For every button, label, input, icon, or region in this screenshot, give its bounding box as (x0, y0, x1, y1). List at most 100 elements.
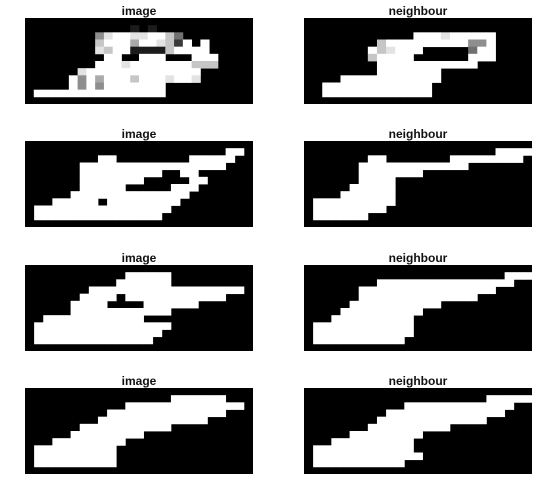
pixel (88, 445, 99, 453)
pixel (116, 431, 126, 439)
pixel (198, 395, 208, 403)
pixel (88, 293, 99, 302)
pixel (234, 402, 245, 410)
pixel (121, 32, 131, 40)
pixel (70, 445, 81, 453)
pixel (367, 336, 378, 345)
pixel (449, 293, 460, 302)
pixel (367, 322, 378, 330)
pixel (376, 445, 387, 453)
pixel (198, 176, 208, 185)
pixel (34, 322, 44, 330)
pixel (367, 89, 378, 98)
pixel (386, 279, 396, 287)
pixel (395, 279, 405, 287)
pixel (107, 336, 117, 345)
pixel (52, 322, 62, 330)
pixel (358, 438, 369, 446)
pixel (216, 395, 227, 403)
pixel (413, 416, 423, 425)
pixel (88, 162, 99, 171)
pixel (107, 329, 117, 338)
pixel (349, 191, 360, 199)
pixel (88, 286, 99, 295)
pixel (112, 89, 122, 98)
pixel (468, 39, 478, 48)
pixel (116, 279, 126, 287)
pixel (79, 191, 90, 199)
pixel (234, 286, 245, 295)
pixel (70, 205, 81, 214)
pixel (152, 423, 163, 432)
pixel (376, 438, 387, 446)
pixel (404, 308, 414, 316)
pixel (340, 336, 350, 345)
pixel (331, 329, 341, 338)
pixel (112, 46, 122, 55)
pixel (413, 89, 423, 98)
pixel (395, 75, 405, 83)
pixel (152, 162, 163, 171)
pixel (358, 191, 369, 199)
pixel (404, 315, 414, 323)
pixel (161, 416, 172, 425)
pixel (386, 431, 396, 439)
pixel (43, 445, 53, 453)
pixel (376, 459, 387, 468)
pixel (147, 32, 157, 40)
pixel (125, 322, 135, 330)
pixel (376, 155, 387, 163)
pixel (170, 198, 181, 206)
pixel (440, 61, 451, 69)
pixel (440, 162, 451, 171)
pixel (495, 395, 506, 403)
pixel (86, 89, 96, 98)
pixel (88, 431, 99, 439)
pixel (189, 169, 199, 178)
pixel (522, 395, 532, 403)
pixel (134, 329, 144, 338)
pixel (404, 452, 414, 461)
pixel (116, 329, 126, 338)
pixel (322, 89, 332, 98)
pixel (77, 82, 87, 91)
pixel (161, 300, 172, 309)
pixel (61, 322, 71, 330)
pixel (88, 315, 99, 323)
pixel (386, 409, 396, 418)
pixel (386, 184, 396, 192)
pixel (134, 423, 144, 432)
pixel (504, 155, 515, 163)
pixel (340, 75, 350, 83)
pixel (367, 53, 378, 62)
pixel (156, 32, 166, 40)
pixel (43, 452, 53, 461)
pixel (404, 322, 414, 330)
pixel (207, 293, 217, 302)
pixel (86, 68, 96, 76)
pixel (431, 423, 442, 432)
pixel (404, 423, 414, 432)
pixel (189, 184, 199, 192)
pixel (504, 395, 515, 403)
pixel (313, 445, 323, 453)
pixel (79, 329, 90, 338)
pixel (43, 212, 53, 221)
pixel (422, 162, 433, 171)
pixel (174, 68, 184, 76)
pixel (121, 46, 131, 55)
pixel (116, 184, 126, 192)
pixel (413, 75, 423, 83)
pixel (386, 286, 396, 295)
pixel-grid (313, 272, 532, 345)
panel-title: image (121, 4, 157, 18)
pixel (376, 423, 387, 432)
pixel (77, 75, 87, 83)
pixel (395, 409, 405, 418)
pixel (134, 322, 144, 330)
pixel (152, 286, 163, 295)
pixel (358, 162, 369, 171)
pixel (156, 75, 166, 83)
pixel (513, 272, 524, 280)
pixel (331, 336, 341, 345)
